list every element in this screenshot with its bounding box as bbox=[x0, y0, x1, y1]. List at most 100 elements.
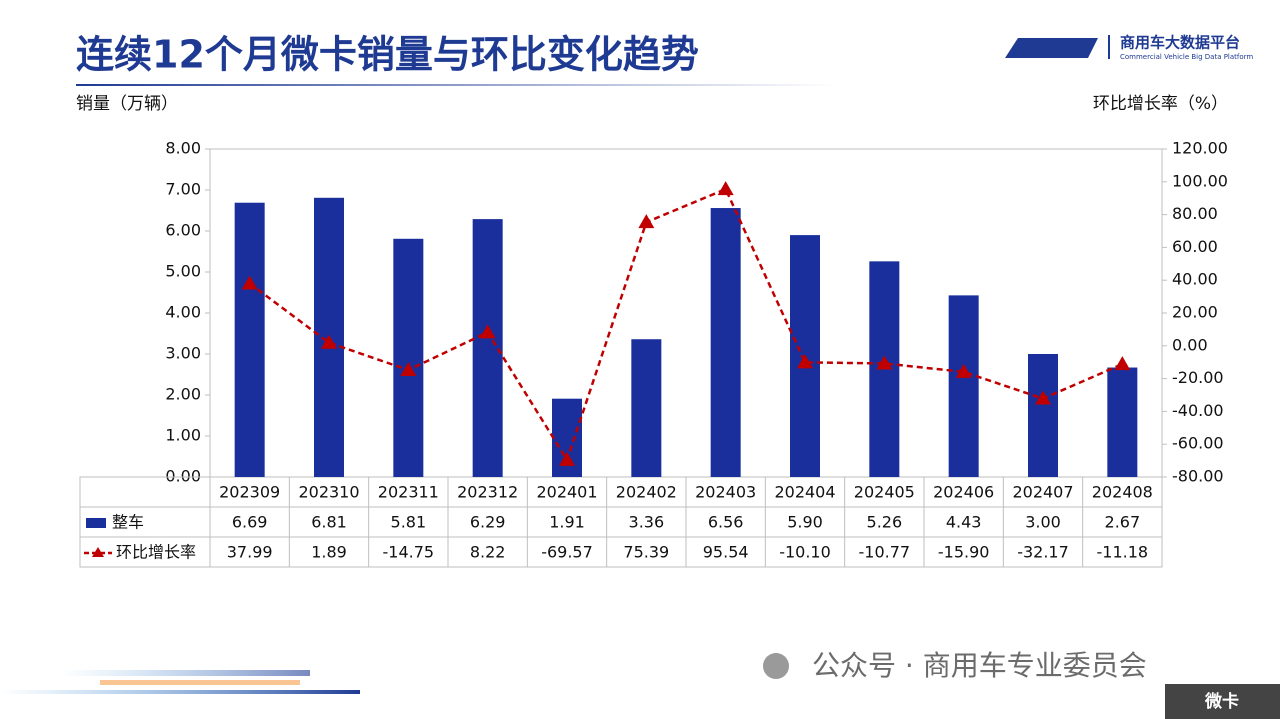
stripe bbox=[60, 670, 310, 676]
x-tick-label: 202403 bbox=[695, 483, 756, 502]
line-marker bbox=[479, 324, 496, 339]
table-value: -10.77 bbox=[859, 543, 911, 562]
table-value: 2.67 bbox=[1105, 513, 1141, 532]
y2-axis-title: 环比增长率（%） bbox=[1093, 94, 1228, 114]
y-tick-label: 8.00 bbox=[165, 139, 201, 158]
footer-decoration bbox=[0, 670, 360, 694]
footer-account: 公众号 · 商用车专业委员会 bbox=[812, 649, 1147, 682]
table-value: -32.17 bbox=[1017, 543, 1069, 562]
y2-tick-label: 20.00 bbox=[1172, 303, 1218, 322]
logo-divider bbox=[1108, 35, 1110, 59]
y2-tick-label: 80.00 bbox=[1172, 204, 1218, 223]
table-value: -15.90 bbox=[938, 543, 990, 562]
footer-tag-bg bbox=[1165, 684, 1280, 719]
y-tick-label: 2.00 bbox=[165, 385, 201, 404]
logo: 商用车大数据平台 Commercial Vehicle Big Data Pla… bbox=[1005, 34, 1253, 61]
legend-swatch bbox=[86, 518, 106, 528]
table-value: -14.75 bbox=[383, 543, 435, 562]
x-tick-label: 202408 bbox=[1092, 483, 1153, 502]
y2-tick-label: -20.00 bbox=[1172, 368, 1224, 387]
table-value: 4.43 bbox=[946, 513, 982, 532]
y2-tick-label: -80.00 bbox=[1172, 467, 1224, 486]
line-marker bbox=[717, 181, 734, 196]
y-tick-label: 6.00 bbox=[165, 221, 201, 240]
y2-tick-label: 40.00 bbox=[1172, 270, 1218, 289]
x-tick-label: 202310 bbox=[298, 483, 359, 502]
table-value: 6.69 bbox=[232, 513, 268, 532]
y-tick-label: 7.00 bbox=[165, 180, 201, 199]
line-marker bbox=[638, 214, 655, 229]
x-tick-label: 202312 bbox=[457, 483, 518, 502]
logo-name: 商用车大数据平台 bbox=[1120, 34, 1240, 52]
table-value: 6.56 bbox=[708, 513, 744, 532]
line-marker bbox=[1114, 356, 1131, 371]
legend-label: 环比增长率 bbox=[116, 543, 196, 562]
legend-label: 整车 bbox=[112, 513, 144, 532]
line-marker bbox=[241, 275, 258, 290]
table-value: 37.99 bbox=[227, 543, 273, 562]
y2-tick-label: 0.00 bbox=[1172, 335, 1208, 354]
y2-tick-label: -40.00 bbox=[1172, 401, 1224, 420]
line-marker bbox=[1035, 390, 1051, 405]
line bbox=[248, 187, 1123, 463]
chart: 0.00 1.00 2.00 3.00 4.00 5.00 6.00 7.00 8.00 -80.… bbox=[79, 139, 1228, 568]
table-value: 1.91 bbox=[549, 513, 585, 532]
table-value: 75.39 bbox=[623, 543, 669, 562]
x-tick-label: 202405 bbox=[854, 483, 915, 502]
y-axis-title: 销量（万辆） bbox=[76, 94, 178, 114]
x-tick-label: 202407 bbox=[1012, 483, 1073, 502]
y-tick-label: 5.00 bbox=[165, 262, 201, 281]
table-value: 3.00 bbox=[1025, 513, 1061, 532]
bar bbox=[710, 208, 741, 478]
table-value: 5.81 bbox=[391, 513, 427, 532]
line-marker bbox=[797, 354, 813, 369]
legend-marker bbox=[92, 547, 104, 557]
y2-tick-label: 60.00 bbox=[1172, 237, 1218, 256]
bar bbox=[234, 202, 265, 477]
table-value: -69.57 bbox=[541, 543, 593, 562]
plot-area bbox=[209, 148, 1163, 478]
bar bbox=[472, 219, 503, 478]
x-tick-label: 202406 bbox=[933, 483, 994, 502]
slide-title: 连续12个月微卡销量与环比变化趋势 bbox=[76, 33, 699, 77]
y-tick-label: 1.00 bbox=[165, 426, 201, 445]
stripe bbox=[0, 690, 360, 694]
wechat-icon bbox=[763, 653, 789, 679]
line-marker bbox=[400, 361, 417, 376]
table-value: 5.90 bbox=[787, 513, 823, 532]
logo-subtitle: Commercial Vehicle Big Data Platform bbox=[1120, 53, 1253, 61]
table-value: 6.29 bbox=[470, 513, 506, 532]
x-tick-label: 202311 bbox=[378, 483, 439, 502]
table-value: 8.22 bbox=[470, 543, 506, 562]
footer-tag: 微卡 bbox=[1204, 691, 1239, 712]
y2-tick-label: 120.00 bbox=[1172, 139, 1228, 158]
y2-tick-label: 100.00 bbox=[1172, 171, 1228, 190]
title-underline bbox=[76, 84, 836, 86]
logo-mark bbox=[1005, 38, 1098, 58]
line-marker bbox=[876, 355, 893, 370]
table-value: 95.54 bbox=[703, 543, 749, 562]
bar bbox=[1107, 367, 1138, 477]
table-value: 3.36 bbox=[629, 513, 665, 532]
y2-tick-label: -60.00 bbox=[1172, 434, 1224, 453]
x-tick-label: 202401 bbox=[536, 483, 597, 502]
y-tick-label: 3.00 bbox=[165, 344, 201, 363]
table-value: 5.26 bbox=[867, 513, 903, 532]
line-marker bbox=[321, 334, 337, 349]
table-value: 1.89 bbox=[311, 543, 347, 562]
bar bbox=[393, 238, 424, 477]
table-value: 6.81 bbox=[311, 513, 347, 532]
x-tick-label: 202309 bbox=[219, 483, 280, 502]
x-tick-label: 202404 bbox=[774, 483, 835, 502]
line-marker bbox=[955, 363, 972, 378]
bar bbox=[1028, 354, 1058, 477]
bar bbox=[948, 295, 979, 477]
table-value: -10.10 bbox=[779, 543, 831, 562]
y-tick-label: 0.00 bbox=[165, 467, 201, 486]
stripe bbox=[100, 680, 300, 685]
table-value: -11.18 bbox=[1097, 543, 1149, 562]
bar bbox=[631, 339, 662, 477]
y-tick-label: 4.00 bbox=[165, 303, 201, 322]
x-tick-label: 202402 bbox=[616, 483, 677, 502]
